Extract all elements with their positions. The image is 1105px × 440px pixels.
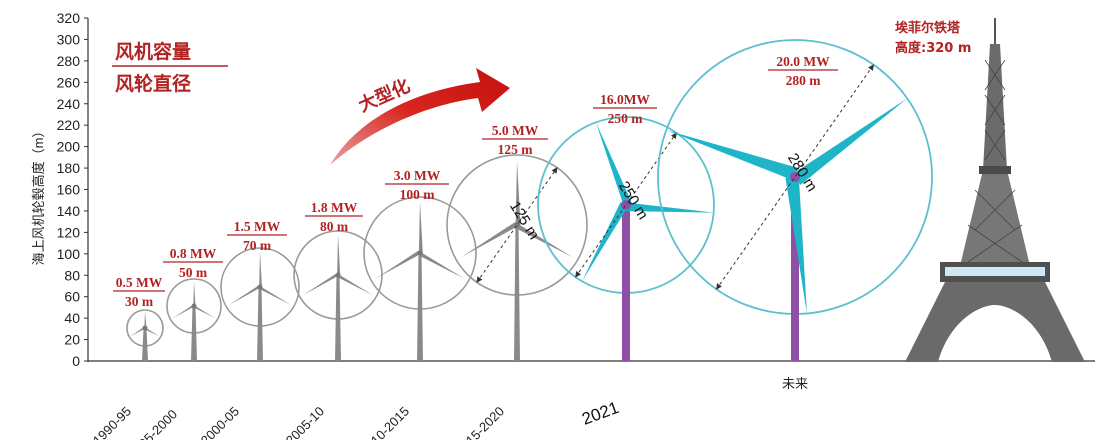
turbine-diameter: 280 m (786, 73, 822, 88)
legend-capacity: 风机容量 (115, 40, 191, 63)
blade (666, 130, 799, 181)
turbine-diameter: 30 m (125, 294, 154, 309)
y-tick-label: 100 (57, 246, 81, 262)
turbine-diameter: 80 m (320, 219, 349, 234)
turbine-capacity: 0.5 MW (116, 275, 163, 290)
x-tick-label: 2021 (579, 398, 621, 429)
blade (375, 250, 421, 279)
tower (514, 225, 520, 361)
blade (337, 234, 341, 275)
y-ticks: 0 20 40 60 80 100 120 140 160 180 200 220 240 260 280 3… (57, 10, 88, 369)
y-tick-label: 80 (64, 267, 80, 283)
eiffel-icon (905, 18, 1085, 362)
turbine-capacity: 16.0MW (600, 92, 650, 107)
blade (582, 201, 629, 282)
blade (259, 286, 292, 305)
blade (259, 251, 262, 287)
hub (142, 325, 148, 331)
x-tick-label: 1995-2000 (126, 407, 181, 440)
x-tick-label: 2015-2020 (453, 404, 508, 440)
x-tick-label: 2005-10 (283, 404, 327, 440)
y-tick-label: 220 (57, 117, 81, 133)
y-axis: 0 20 40 60 80 100 120 140 160 180 200 220 240 260 280 3… (31, 10, 89, 369)
tower (335, 275, 341, 361)
y-tick-label: 120 (57, 224, 81, 240)
turbine-capacity: 1.5 MW (234, 219, 281, 234)
hub (257, 284, 263, 290)
diameter-arrow (716, 64, 874, 290)
blade (302, 273, 339, 296)
blade (193, 281, 196, 306)
turbine-capacity: 20.0 MW (776, 54, 830, 69)
trend-arrow-shape (330, 68, 510, 165)
turbine-diameter: 125 m (498, 142, 534, 157)
y-tick-label: 140 (57, 203, 81, 219)
turbine-6: 125 m 5.0 MW 125 m (446, 123, 588, 361)
turbine-5: 3.0 MW 100 m (363, 168, 477, 361)
y-tick-label: 200 (57, 139, 81, 155)
hub (191, 303, 197, 309)
blade (336, 274, 374, 296)
turbine-diameter: 50 m (179, 265, 208, 280)
y-tick-label: 320 (57, 10, 81, 26)
y-tick-label: 0 (72, 353, 80, 369)
turbine-capacity: 0.8 MW (170, 246, 217, 261)
y-tick-label: 180 (57, 160, 81, 176)
blade (418, 252, 465, 279)
tower (417, 253, 423, 361)
tower (142, 328, 148, 361)
turbine-4: 1.8 MW 80 m (293, 200, 383, 361)
trend-arrow: 大型化 (330, 68, 510, 165)
blade (193, 305, 216, 319)
turbines: 0.5 MW 30 m 0.8 MW 50 m 1.5 MW 70 m 1.8 MW 80 m… (113, 39, 933, 361)
turbine-capacity: 5.0 MW (492, 123, 539, 138)
blade (418, 201, 423, 253)
y-tick-label: 240 (57, 96, 81, 112)
x-tick-label: 2010-2015 (358, 404, 413, 440)
hub (417, 250, 423, 256)
turbine-2: 0.8 MW 50 m (163, 246, 223, 361)
tower (622, 205, 630, 361)
blade (130, 326, 146, 337)
y-axis-label: 海上风机轮毂高度（m） (31, 125, 46, 266)
turbine-3: 1.5 MW 70 m (220, 219, 300, 361)
y-tick-label: 60 (64, 289, 80, 305)
y-tick-label: 260 (57, 74, 81, 90)
y-tick-label: 280 (57, 53, 81, 69)
diameter-arrow (476, 167, 558, 283)
x-tick-label: 2000-05 (198, 404, 242, 440)
legend: 风机容量 风轮直径 (112, 40, 228, 95)
tower (191, 306, 197, 361)
blade (144, 311, 147, 328)
turbine-1: 0.5 MW 30 m (113, 275, 165, 361)
hub (335, 272, 341, 278)
turbine-capacity: 3.0 MW (394, 168, 441, 183)
turbine-diameter: 70 m (243, 238, 272, 253)
rotor-diameter-label: 125 m (506, 198, 543, 242)
turbine-diameter: 250 m (608, 111, 644, 126)
eiffel-name: 埃菲尔铁塔 (895, 20, 961, 36)
y-tick-label: 20 (64, 332, 80, 348)
blade (228, 285, 261, 305)
blade (172, 304, 195, 319)
turbine-diameter: 100 m (400, 187, 436, 202)
y-tick-label: 40 (64, 310, 80, 326)
turbine-capacity: 1.8 MW (311, 200, 358, 215)
x-tick-label: 1990-95 (90, 404, 134, 440)
blade (144, 327, 160, 337)
tower (257, 287, 263, 361)
x-tick-label: 未来 (782, 376, 808, 391)
legend-diameter: 风轮直径 (115, 72, 191, 95)
y-tick-label: 300 (57, 31, 81, 47)
eiffel-height: 高度:320 m (895, 40, 971, 56)
eiffel-tower: 埃菲尔铁塔 高度:320 m (895, 18, 1085, 362)
y-tick-label: 160 (57, 182, 81, 198)
